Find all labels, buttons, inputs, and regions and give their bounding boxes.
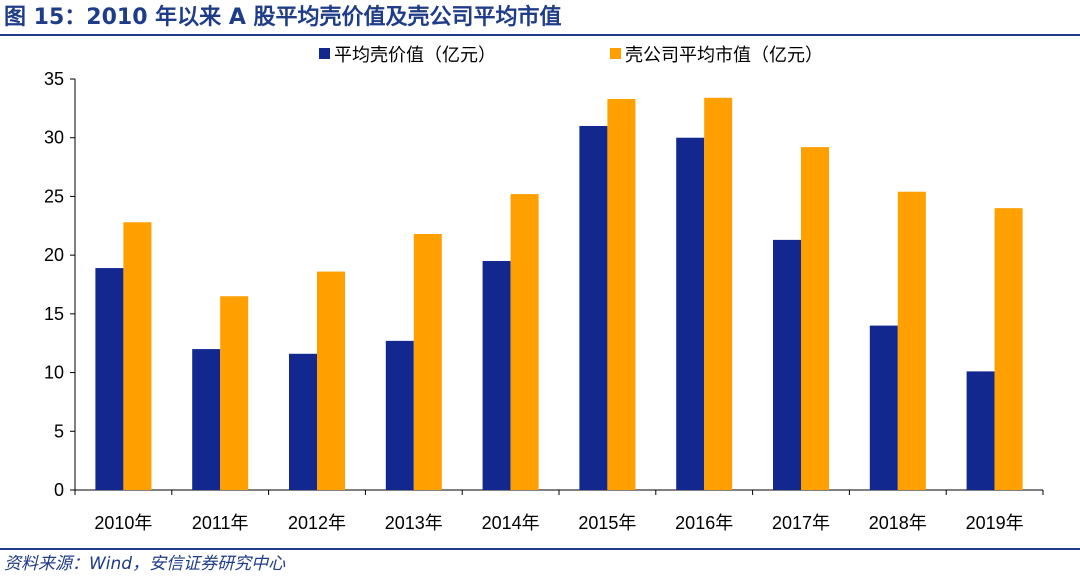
x-tick-label: 2017年 [772, 513, 830, 533]
bar-shell-company-market-cap [897, 191, 926, 490]
y-tick-label: 10 [44, 363, 64, 383]
x-tick-label: 2011年 [192, 513, 249, 533]
y-tick-label: 0 [54, 480, 64, 500]
x-axis: 2010年 2011年 2012年 2013年 2014年 2015年 2016年 2017年… [74, 489, 1044, 533]
y-axis: 0 5 10 15 20 25 30 35 [44, 69, 76, 500]
x-tick-label: 2016年 [675, 513, 733, 533]
source-note: 资料来源：Wind，安信证券研究中心 [4, 554, 286, 574]
bar-chart: 平均壳价值（亿元） 壳公司平均市值（亿元） 0 5 10 15 20 25 30 35 2010… [44, 45, 1044, 533]
bar-shell-company-market-cap [994, 208, 1023, 490]
x-tick-label: 2012年 [288, 513, 346, 533]
title-rule [0, 34, 1080, 36]
x-tick-label: 2013年 [385, 513, 443, 533]
x-tick-label: 2019年 [966, 513, 1024, 533]
bar-shell-value [289, 353, 317, 490]
bar-shell-company-market-cap [220, 296, 249, 490]
bar-shell-value [95, 268, 124, 490]
y-tick-label: 15 [44, 304, 64, 324]
x-tick-label: 2014年 [482, 513, 540, 533]
figure-title: 图 15：2010 年以来 A 股平均壳价值及壳公司平均市值 [4, 5, 562, 30]
y-tick-label: 25 [44, 186, 64, 206]
bar-shell-value [676, 137, 705, 490]
bar-shell-company-market-cap [510, 194, 539, 490]
legend: 平均壳价值（亿元） 壳公司平均市值（亿元） [319, 45, 823, 65]
source-rule [0, 548, 1080, 550]
y-tick-label: 20 [44, 245, 64, 265]
x-tick-label: 2018年 [869, 513, 927, 533]
legend-label: 壳公司平均市值（亿元） [625, 45, 823, 65]
x-tick-label: 2015年 [578, 513, 636, 533]
legend-label: 平均壳价值（亿元） [334, 45, 496, 65]
bar-shell-value [385, 340, 414, 490]
x-tick-label: 2010年 [94, 513, 152, 533]
y-tick-label: 30 [44, 128, 64, 148]
legend-swatch [319, 48, 330, 59]
bar-shell-company-market-cap [801, 147, 829, 490]
y-tick-label: 5 [54, 421, 64, 441]
bar-shell-value [869, 325, 898, 490]
bar-shell-company-market-cap [607, 98, 636, 490]
y-tick-label: 35 [44, 69, 64, 89]
bar-shell-company-market-cap [704, 97, 733, 490]
bar-shell-value [966, 371, 995, 490]
legend-swatch [610, 48, 621, 59]
bar-shell-company-market-cap [413, 234, 442, 490]
bar-shell-value [579, 125, 608, 490]
bar-shell-company-market-cap [317, 271, 345, 490]
bar-shell-value [482, 261, 511, 490]
bar-shell-value [773, 239, 801, 490]
bar-shell-value [192, 349, 221, 490]
bars [95, 97, 1023, 490]
bar-shell-company-market-cap [123, 222, 152, 490]
